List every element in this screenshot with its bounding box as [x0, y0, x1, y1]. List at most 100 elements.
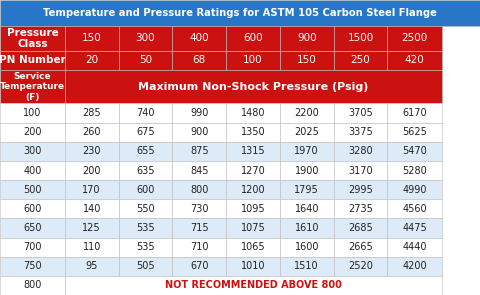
Text: 875: 875	[190, 146, 208, 156]
Text: 1315: 1315	[240, 146, 265, 156]
Bar	[387, 257, 442, 276]
Text: Maximum Non-Shock Pressure (Psig): Maximum Non-Shock Pressure (Psig)	[138, 82, 368, 92]
Text: 4475: 4475	[402, 223, 427, 233]
Text: 2665: 2665	[348, 242, 373, 252]
Text: 2200: 2200	[294, 108, 319, 118]
Bar	[0, 0, 480, 26]
Bar	[280, 199, 334, 218]
Text: 100: 100	[23, 108, 42, 118]
Bar	[226, 237, 280, 257]
Bar	[65, 180, 119, 199]
Text: 650: 650	[23, 223, 42, 233]
Text: 170: 170	[83, 185, 101, 195]
Text: 1640: 1640	[294, 204, 319, 214]
Text: 635: 635	[136, 165, 155, 176]
Bar	[334, 161, 387, 180]
Bar	[387, 51, 442, 70]
Text: 1350: 1350	[240, 127, 265, 137]
Bar	[172, 237, 226, 257]
Text: Service
Temperature
(F): Service Temperature (F)	[0, 72, 65, 102]
Bar	[119, 257, 172, 276]
Text: 4440: 4440	[402, 242, 427, 252]
Bar	[387, 237, 442, 257]
Text: 5280: 5280	[402, 165, 427, 176]
Bar	[387, 26, 442, 51]
Text: 100: 100	[243, 55, 263, 65]
Text: 700: 700	[23, 242, 42, 252]
Bar	[226, 161, 280, 180]
Text: 400: 400	[190, 33, 209, 43]
Text: 1270: 1270	[240, 165, 265, 176]
Bar	[334, 51, 387, 70]
Bar	[172, 257, 226, 276]
Bar	[0, 180, 65, 199]
Text: PN Number: PN Number	[0, 55, 66, 65]
Bar	[119, 237, 172, 257]
Bar	[172, 161, 226, 180]
Bar	[226, 51, 280, 70]
Bar	[0, 257, 65, 276]
Bar	[119, 123, 172, 142]
Bar	[280, 26, 334, 51]
Text: 200: 200	[83, 165, 101, 176]
Bar	[387, 218, 442, 237]
Text: 655: 655	[136, 146, 155, 156]
Bar	[172, 123, 226, 142]
Bar	[0, 237, 65, 257]
Bar	[334, 180, 387, 199]
Text: 600: 600	[136, 185, 155, 195]
Bar	[65, 161, 119, 180]
Text: 230: 230	[83, 146, 101, 156]
Bar	[119, 161, 172, 180]
Text: 420: 420	[405, 55, 424, 65]
Text: 4200: 4200	[402, 261, 427, 271]
Bar	[226, 26, 280, 51]
Bar	[65, 26, 119, 51]
Text: 800: 800	[190, 185, 208, 195]
Text: 250: 250	[350, 55, 371, 65]
Text: 2685: 2685	[348, 223, 373, 233]
Bar	[172, 180, 226, 199]
Bar	[65, 51, 119, 70]
Text: 900: 900	[190, 127, 208, 137]
Bar	[119, 142, 172, 161]
Bar	[226, 180, 280, 199]
Text: 1075: 1075	[240, 223, 265, 233]
Text: 1900: 1900	[294, 165, 319, 176]
Bar	[280, 180, 334, 199]
Bar	[334, 123, 387, 142]
Text: 150: 150	[297, 55, 317, 65]
Bar	[226, 142, 280, 161]
Bar	[65, 276, 442, 295]
Text: 715: 715	[190, 223, 208, 233]
Text: 900: 900	[297, 33, 316, 43]
Text: 1600: 1600	[294, 242, 319, 252]
Bar	[65, 237, 119, 257]
Text: 150: 150	[82, 33, 102, 43]
Text: 710: 710	[190, 242, 208, 252]
Text: 550: 550	[136, 204, 155, 214]
Text: Temperature and Pressure Ratings for ASTM 105 Carbon Steel Flange: Temperature and Pressure Ratings for AST…	[43, 8, 437, 18]
Bar	[226, 218, 280, 237]
Text: 2735: 2735	[348, 204, 373, 214]
Bar	[172, 218, 226, 237]
Text: 3280: 3280	[348, 146, 373, 156]
Bar	[0, 104, 65, 123]
Bar	[65, 142, 119, 161]
Text: 535: 535	[136, 242, 155, 252]
Bar	[280, 104, 334, 123]
Text: 2025: 2025	[294, 127, 319, 137]
Text: 3705: 3705	[348, 108, 373, 118]
Bar	[387, 199, 442, 218]
Text: Pressure
Class: Pressure Class	[7, 28, 58, 49]
Bar	[280, 257, 334, 276]
Bar	[280, 51, 334, 70]
Text: 1500: 1500	[348, 33, 373, 43]
Text: 1200: 1200	[240, 185, 265, 195]
Text: 500: 500	[23, 185, 42, 195]
Bar	[172, 51, 226, 70]
Bar	[0, 161, 65, 180]
Bar	[0, 123, 65, 142]
Bar	[172, 199, 226, 218]
Bar	[119, 104, 172, 123]
